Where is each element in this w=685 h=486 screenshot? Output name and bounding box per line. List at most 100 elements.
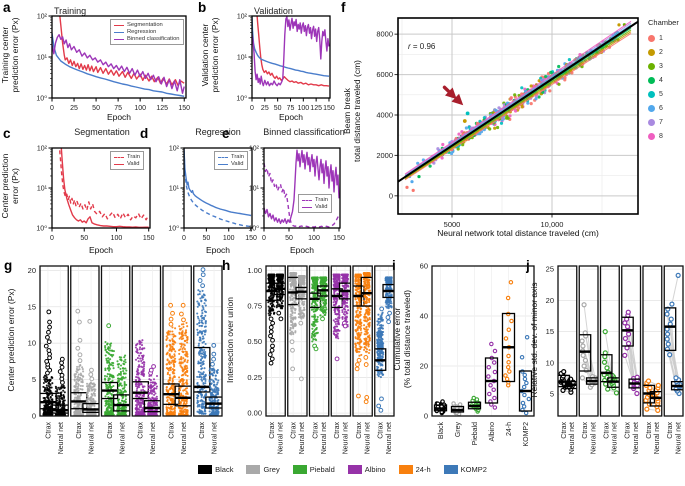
panel-d-legend: Train Valid (214, 151, 248, 170)
chamber-legend-title: Chamber (648, 18, 679, 27)
svg-text:Ctrax: Ctrax (76, 422, 83, 439)
svg-text:50: 50 (92, 105, 100, 112)
panel-g-letter: g (4, 258, 13, 273)
chamber-label: 6 (659, 105, 663, 112)
panel-c-legend: Train Valid (110, 151, 144, 170)
svg-text:0.50: 0.50 (247, 337, 262, 346)
svg-text:75: 75 (287, 105, 295, 112)
komp2-swatch (443, 465, 458, 474)
panel-d-title: Regression (195, 127, 241, 137)
svg-text:6000: 6000 (376, 70, 393, 79)
svg-text:15: 15 (28, 302, 36, 311)
train-line-swatch (302, 199, 312, 201)
black-swatch (198, 465, 213, 474)
chamber-label: 7 (659, 119, 663, 126)
svg-text:Neural net: Neural net (181, 422, 188, 454)
svg-text:4000: 4000 (376, 110, 393, 119)
chamber-label: 8 (659, 133, 663, 140)
svg-text:10⁰: 10⁰ (36, 225, 47, 233)
panel-c-ylabel-line1: Center prediction (0, 153, 10, 219)
svg-text:150: 150 (333, 235, 345, 242)
panel-b-letter: b (198, 0, 207, 15)
grey-swatch (246, 465, 261, 474)
binned-line-swatch (114, 38, 124, 40)
chamber-label: 3 (659, 63, 663, 70)
correlation-r: r (408, 42, 411, 51)
svg-text:0.75: 0.75 (247, 302, 262, 311)
panel-e-xlabel: Epoch (289, 245, 315, 255)
panel-a-legend: Segmentation Regression Binned classific… (110, 19, 184, 45)
legend-item-train: Train (302, 197, 328, 203)
panel-g-chart: 0 5 10 15 20 Ctrax Neural net Ctrax Neural net Ct… (28, 265, 223, 454)
legend-label: Valid (231, 161, 244, 167)
panel-h-ylabel: Intersection over union (224, 297, 235, 384)
svg-text:Neural net: Neural net (150, 422, 157, 454)
svg-text:10⁰: 10⁰ (168, 225, 179, 233)
svg-text:10⁰: 10⁰ (248, 225, 259, 233)
svg-text:Neural net: Neural net (89, 422, 96, 454)
legend-item-train: Train (114, 154, 140, 160)
svg-text:0: 0 (50, 235, 54, 242)
panel-a-xlabel: Epoch (106, 112, 132, 122)
panel-d-chart: 10⁰ 10¹ 10² 0 50 100 150 (168, 146, 257, 243)
chamber-dot-icon (648, 91, 655, 98)
svg-text:100: 100 (308, 235, 320, 242)
svg-text:Neural net: Neural net (119, 422, 126, 454)
svg-text:50: 50 (202, 235, 210, 242)
24h-swatch (398, 465, 413, 474)
svg-text:10⁰: 10⁰ (236, 95, 247, 103)
svg-text:50: 50 (285, 235, 293, 242)
svg-text:10¹: 10¹ (37, 186, 48, 193)
svg-text:Ctrax: Ctrax (168, 422, 175, 439)
svg-text:125: 125 (156, 105, 168, 112)
panel-b-title: Validation (254, 6, 293, 16)
strain-legend-item-albino: Albino (347, 465, 386, 474)
panel-b-chart: 10⁰ 10¹ 10² 0 25 50 75 100 125 150 (236, 14, 335, 113)
strain-legend-item-24h: 24-h (398, 465, 431, 474)
panel-a-ylabel-line1: Training center (0, 26, 10, 84)
chamber-legend-item: 1 (648, 35, 679, 42)
svg-text:10¹: 10¹ (237, 55, 248, 62)
legend-label: Binned classification (127, 36, 180, 42)
chamber-dot-icon (648, 105, 655, 112)
strain-label: Grey (263, 465, 280, 474)
panel-a-ylabel-line2: prediction error (Px) (10, 17, 20, 93)
legend-item-valid: Valid (114, 161, 140, 167)
panel-g-ylabel: Center prediction error (Px) (5, 288, 16, 392)
valid-line-swatch (302, 206, 312, 208)
panel-f-xlabel: Neural network total distance traveled (… (437, 228, 599, 238)
svg-text:Ctrax: Ctrax (107, 422, 114, 439)
svg-text:Neural net: Neural net (212, 422, 219, 454)
svg-text:25: 25 (70, 105, 78, 112)
panel-e-legend: Train Valid (298, 194, 332, 213)
legend-label: Valid (315, 204, 328, 210)
legend-item-binned: Binned classification (114, 36, 180, 42)
svg-text:Neural net: Neural net (58, 422, 65, 454)
panel-c-title: Segmentation (74, 127, 130, 137)
albino-swatch (347, 465, 362, 474)
panel-h-letter: h (222, 258, 231, 273)
chamber-legend-item: 5 (648, 91, 679, 98)
chamber-dot-icon (648, 35, 655, 42)
svg-text:10²: 10² (237, 14, 248, 21)
chamber-dot-icon (648, 119, 655, 126)
chamber-label: 1 (659, 35, 663, 42)
train-line-swatch (218, 156, 228, 158)
panel-c-letter: c (3, 126, 11, 141)
legend-label: Regression (127, 29, 157, 35)
svg-text:2000: 2000 (376, 151, 393, 160)
chamber-dot-icon (648, 77, 655, 84)
svg-text:10¹: 10¹ (249, 186, 260, 193)
strain-legend-item-black: Black (198, 465, 233, 474)
svg-text:10⁰: 10⁰ (36, 95, 47, 103)
svg-text:50: 50 (80, 235, 88, 242)
strain-label: KOMP2 (460, 465, 487, 474)
panel-b-xlabel: Epoch (278, 112, 304, 122)
chamber-label: 5 (659, 91, 663, 98)
legend-label: Train (127, 154, 140, 160)
svg-text:0: 0 (389, 191, 393, 200)
svg-text:10²: 10² (169, 146, 180, 153)
